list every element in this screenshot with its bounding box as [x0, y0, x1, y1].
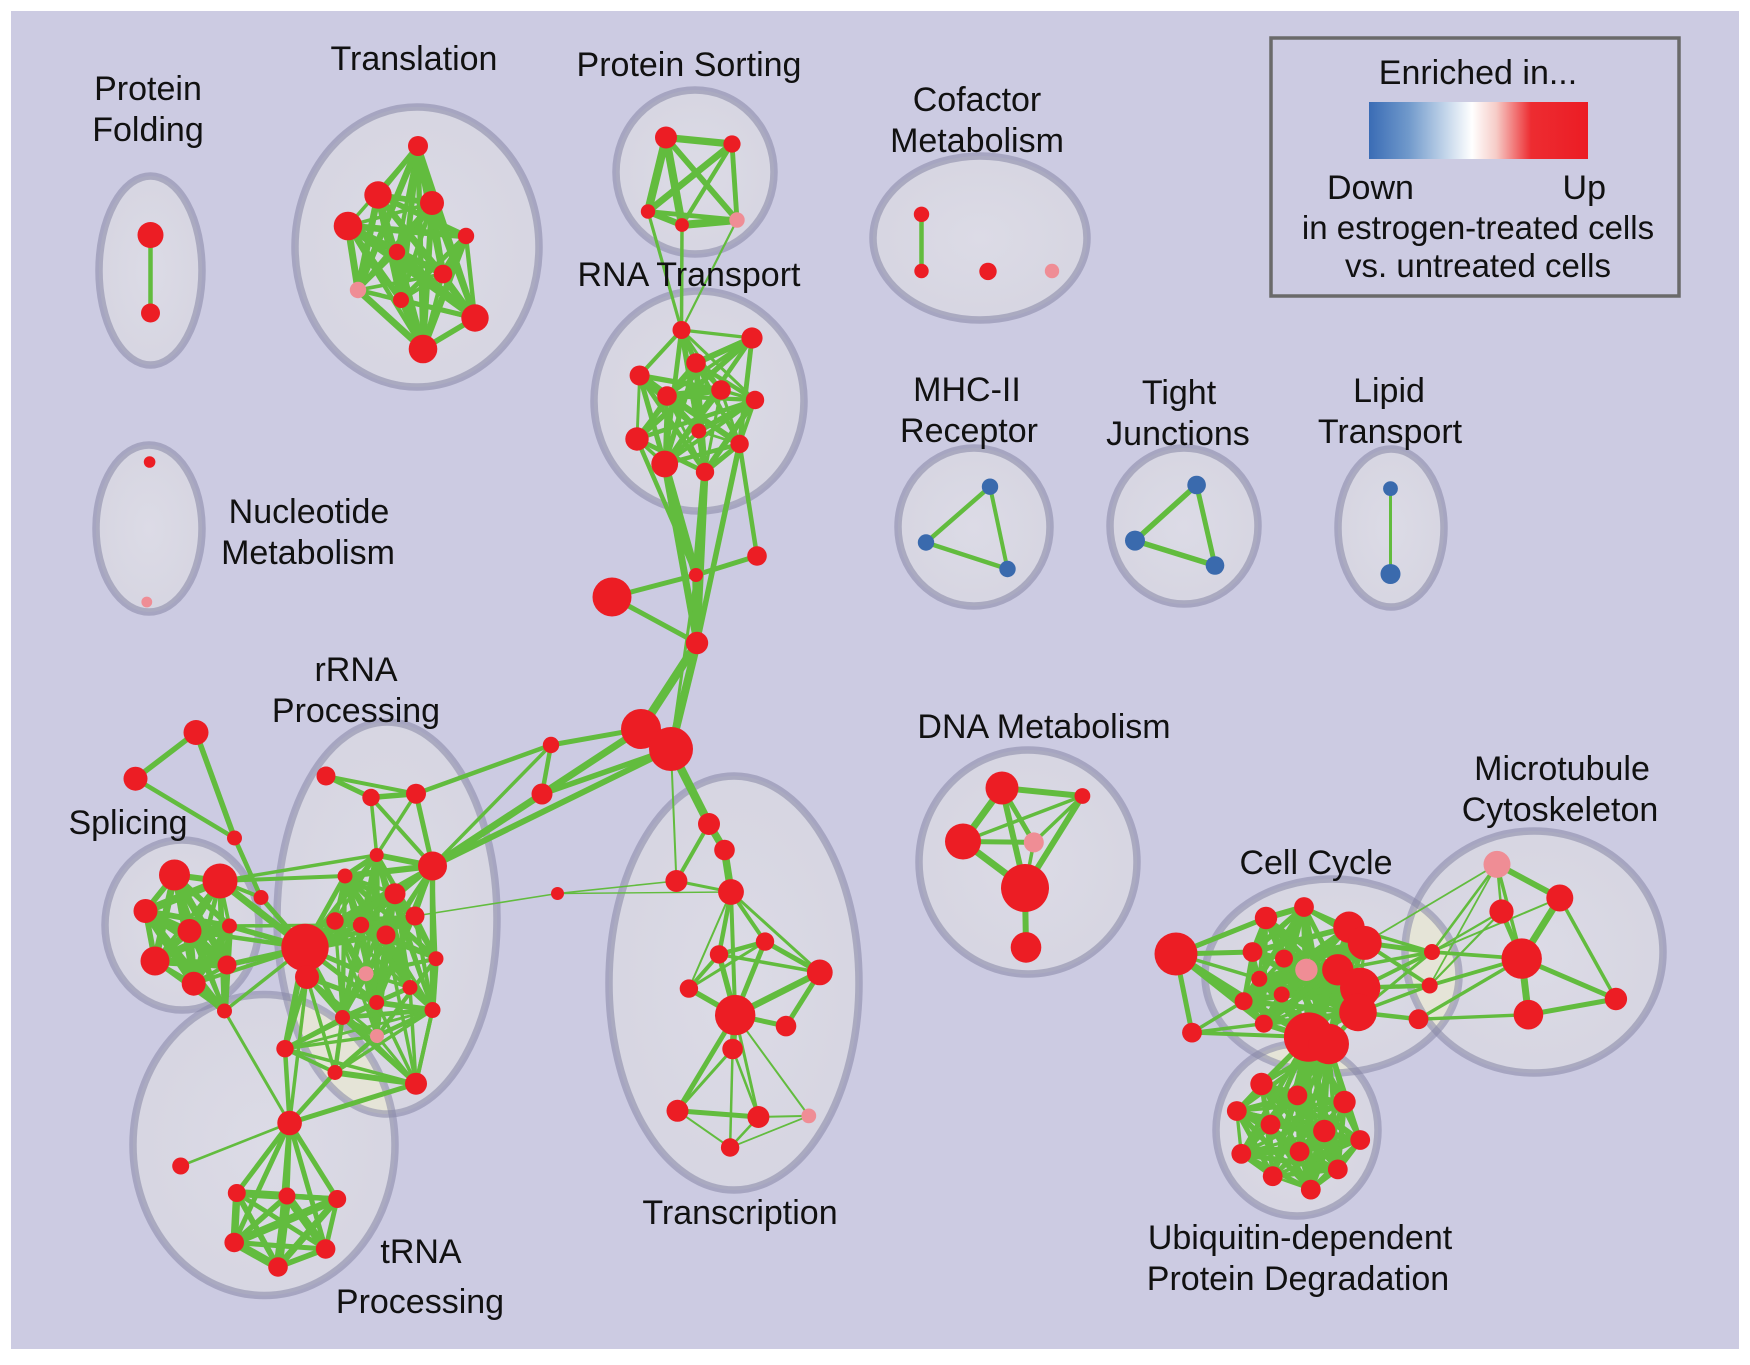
svg-text:tRNA: tRNA	[380, 1233, 462, 1271]
svg-text:Protein Sorting: Protein Sorting	[577, 46, 802, 84]
svg-text:Folding: Folding	[92, 111, 204, 149]
svg-text:Lipid: Lipid	[1353, 372, 1425, 410]
svg-text:Down: Down	[1327, 169, 1414, 207]
svg-text:Nucleotide: Nucleotide	[229, 493, 390, 531]
svg-text:vs. untreated cells: vs. untreated cells	[1345, 247, 1611, 284]
svg-text:RNA Transport: RNA Transport	[578, 256, 802, 294]
svg-text:Transport: Transport	[1318, 413, 1463, 451]
svg-text:DNA Metabolism: DNA Metabolism	[917, 708, 1170, 746]
svg-text:Translation: Translation	[331, 40, 498, 78]
svg-text:in estrogen-treated cells: in estrogen-treated cells	[1302, 209, 1654, 246]
svg-text:Metabolism: Metabolism	[890, 122, 1064, 160]
svg-text:Enriched in...: Enriched in...	[1379, 54, 1577, 92]
svg-text:Processing: Processing	[272, 692, 440, 730]
svg-text:Cytoskeleton: Cytoskeleton	[1462, 791, 1659, 829]
svg-text:Ubiquitin-dependent: Ubiquitin-dependent	[1148, 1219, 1453, 1257]
svg-text:Tight: Tight	[1142, 374, 1217, 412]
svg-text:Cofactor: Cofactor	[913, 81, 1042, 119]
svg-text:Protein Degradation: Protein Degradation	[1147, 1260, 1449, 1298]
svg-text:Splicing: Splicing	[68, 804, 187, 842]
svg-text:rRNA: rRNA	[314, 651, 397, 689]
svg-text:Junctions: Junctions	[1106, 415, 1250, 453]
svg-text:Protein: Protein	[94, 70, 202, 108]
svg-text:Up: Up	[1563, 169, 1606, 207]
svg-text:Processing: Processing	[336, 1283, 504, 1321]
svg-text:Receptor: Receptor	[900, 412, 1038, 450]
svg-text:Microtubule: Microtubule	[1474, 750, 1650, 788]
svg-text:MHC-II: MHC-II	[913, 371, 1021, 409]
svg-text:Metabolism: Metabolism	[221, 534, 395, 572]
svg-text:Transcription: Transcription	[642, 1194, 837, 1232]
svg-text:Cell Cycle: Cell Cycle	[1239, 844, 1392, 882]
